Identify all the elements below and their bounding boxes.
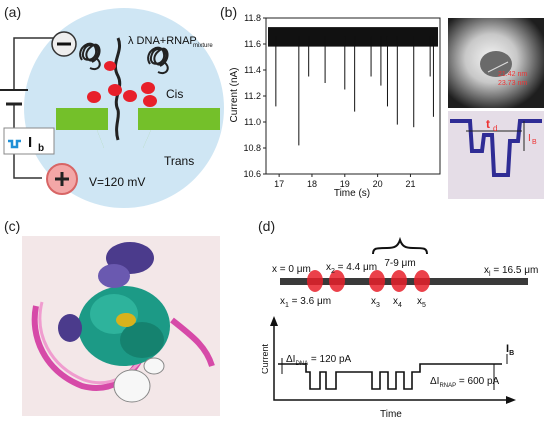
panel-label-d: (d) xyxy=(258,218,276,234)
y-tick-label: 10.6 xyxy=(243,169,261,179)
dna-helix-right xyxy=(170,317,215,367)
dna-coil-left xyxy=(79,42,101,70)
x-axis-arrow-icon xyxy=(506,396,516,404)
blockade-current-label: I xyxy=(528,133,531,144)
dwell-time-label: t xyxy=(486,117,490,131)
rnap-protein xyxy=(104,61,116,71)
y-axis-arrow-icon xyxy=(270,316,278,326)
trace-y-label: Current xyxy=(262,343,270,374)
rnap-protein xyxy=(143,95,157,107)
rnap-dna-structure xyxy=(22,236,220,416)
bracket-label: 7-9 μm xyxy=(384,258,415,269)
y-axis-label: Current (nA) xyxy=(229,67,240,122)
rnap-site-1 xyxy=(307,270,323,292)
protein-left-lobe xyxy=(58,314,82,342)
event-trace xyxy=(450,119,542,177)
trace-x-label: Time xyxy=(380,409,402,420)
x-tick-label: 19 xyxy=(340,179,350,189)
label-x0: x = 0 μm xyxy=(272,264,311,275)
rnap-protein xyxy=(141,82,155,94)
voltage-label: V=120 mV xyxy=(89,175,145,189)
y-tick-label: 11.4 xyxy=(244,65,261,75)
panel-label-c: (c) xyxy=(4,218,21,234)
label-xl: xl = 16.5 μm xyxy=(484,265,538,278)
protein-gold xyxy=(116,313,136,327)
rnap-site-4 xyxy=(391,270,407,292)
pore-channel xyxy=(108,108,138,130)
x-axis-label: Time (s) xyxy=(334,188,370,199)
x-tick-label: 18 xyxy=(307,179,317,189)
baseline-noise-band xyxy=(268,27,438,47)
tem-inset: 21.42 nm 23.73 nm xyxy=(448,18,544,108)
current-step-icon xyxy=(8,139,21,149)
ib-label: IB xyxy=(506,343,514,357)
distance-bracket xyxy=(372,236,428,255)
rnap-site-2 xyxy=(329,270,345,292)
trans-label: Trans xyxy=(164,154,194,168)
x-tick-label: 20 xyxy=(373,179,383,189)
panel-label-b: (b) xyxy=(220,4,238,20)
y-tick-label: 11.6 xyxy=(244,39,261,49)
trace-axes xyxy=(273,320,512,401)
y-tick-label: 11.8 xyxy=(244,13,261,23)
dna-coil-right xyxy=(147,46,169,74)
panel-label-a: (a) xyxy=(4,4,22,20)
blockade-current-subscript: B xyxy=(532,139,537,146)
protein-top-lobe xyxy=(98,264,130,288)
rnap-mapping-schematic: 7-9 μm x = 0 μm x2 = 4.4 μm xl = 16.5 μm… xyxy=(262,236,538,420)
rnap-delta-label: ΔIRNAP = 600 pA xyxy=(430,376,500,389)
rnap-protein xyxy=(123,90,137,102)
rnap-protein xyxy=(87,91,101,103)
current-symbol: I xyxy=(28,134,32,151)
y-tick-label: 10.8 xyxy=(243,143,261,153)
protein-domain xyxy=(120,322,164,358)
pore-cone xyxy=(97,130,151,148)
y-tick-label: 11.2 xyxy=(244,91,261,101)
label-x4: x4 xyxy=(393,296,402,309)
schematic-current-trace xyxy=(278,363,502,390)
x-tick-label: 21 xyxy=(405,179,415,189)
rnap-site-3 xyxy=(369,270,385,292)
current-subscript: b xyxy=(38,143,44,154)
sample-label: λ DNA+RNAP xyxy=(128,35,197,47)
plus-sign xyxy=(55,172,69,186)
x-tick-label: 17 xyxy=(274,179,284,189)
cis-label: Cis xyxy=(166,87,183,101)
label-x3: x3 xyxy=(371,296,380,309)
y-tick-label: 11.0 xyxy=(244,117,261,127)
nanopore-schematic: I b λ DNA+RNAP mixture Cis Trans V=120 m… xyxy=(0,8,224,208)
label-x2: x2 = 4.4 μm xyxy=(326,262,377,275)
label-x5: x5 xyxy=(417,296,426,309)
circuit-wire xyxy=(13,37,62,179)
rnap-protein xyxy=(108,84,122,96)
scale-label-1: 21.42 nm xyxy=(498,71,527,78)
chart-plot-area: 10.6 10.8 11.0 11.2 11.4 11.6 11.8 17 18 19 20 21 xyxy=(243,13,441,189)
protein-white-lobe xyxy=(143,357,165,375)
current-trace-chart: 10.6 10.8 11.0 11.2 11.4 11.6 11.8 17 18 19 20 21 C… xyxy=(229,13,441,199)
label-x1: x1 = 3.6 μm xyxy=(280,296,331,309)
dna-delta-label: ΔIDNA = 120 pA xyxy=(286,354,352,367)
pore-image xyxy=(480,51,512,77)
dwell-time-subscript: d xyxy=(493,124,497,133)
sample-subscript: mixture xyxy=(193,43,213,49)
scale-label-2: 23.73 nm xyxy=(498,80,527,87)
event-zoom-inset: t d I B xyxy=(448,111,544,199)
rnap-site-5 xyxy=(414,270,430,292)
protein-white xyxy=(113,369,151,403)
dna-helix-strand xyxy=(38,301,148,385)
